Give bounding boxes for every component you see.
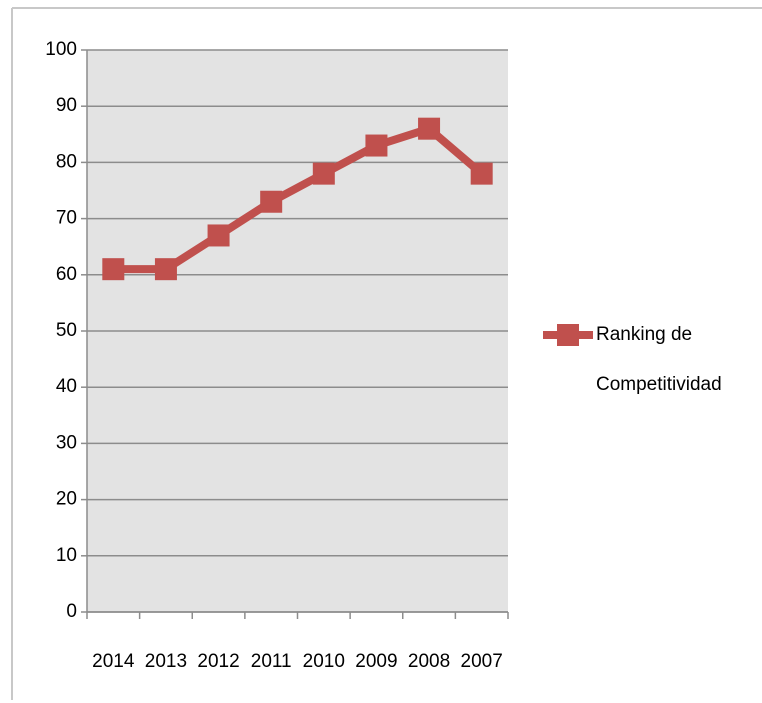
marker xyxy=(102,258,125,281)
marker xyxy=(418,117,441,140)
x-tick-label: 2008 xyxy=(408,651,450,672)
y-tick-label: 20 xyxy=(56,489,77,510)
y-tick-label: 60 xyxy=(56,264,77,285)
x-tick-label: 2009 xyxy=(355,651,397,672)
y-tick-label: 10 xyxy=(56,545,77,566)
x-tick-label: 2010 xyxy=(303,651,345,672)
marker xyxy=(365,134,388,157)
marker xyxy=(260,190,283,213)
marker xyxy=(312,162,335,185)
legend-marker xyxy=(557,324,579,346)
x-tick-label: 2011 xyxy=(251,651,292,672)
y-tick-label: 90 xyxy=(56,95,77,116)
marker xyxy=(207,224,230,247)
y-tick-label: 70 xyxy=(56,208,77,229)
marker xyxy=(470,162,493,185)
x-tick-label: 2012 xyxy=(197,651,239,672)
x-tick-label: 2013 xyxy=(145,651,187,672)
y-tick-label: 80 xyxy=(56,151,77,172)
marker xyxy=(154,258,177,281)
y-tick-label: 30 xyxy=(56,432,77,453)
y-tick-label: 40 xyxy=(56,376,77,397)
y-tick-label: 50 xyxy=(56,320,77,341)
x-tick-label: 2014 xyxy=(92,651,135,672)
y-tick-label: 100 xyxy=(45,39,77,60)
y-tick-label: 0 xyxy=(66,601,77,622)
legend-label: Ranking de Competitividad xyxy=(596,324,722,395)
x-tick-label: 2007 xyxy=(461,651,503,672)
